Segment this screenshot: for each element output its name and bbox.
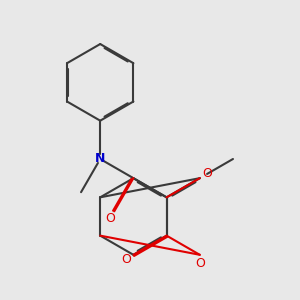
Text: N: N [95,152,105,166]
Text: O: O [195,257,205,270]
Text: O: O [105,212,115,225]
Text: O: O [121,253,131,266]
Text: O: O [202,167,212,180]
